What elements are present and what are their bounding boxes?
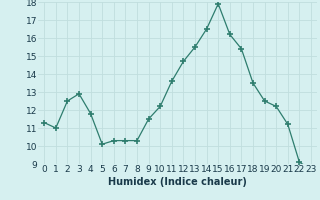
X-axis label: Humidex (Indice chaleur): Humidex (Indice chaleur) (108, 177, 247, 187)
